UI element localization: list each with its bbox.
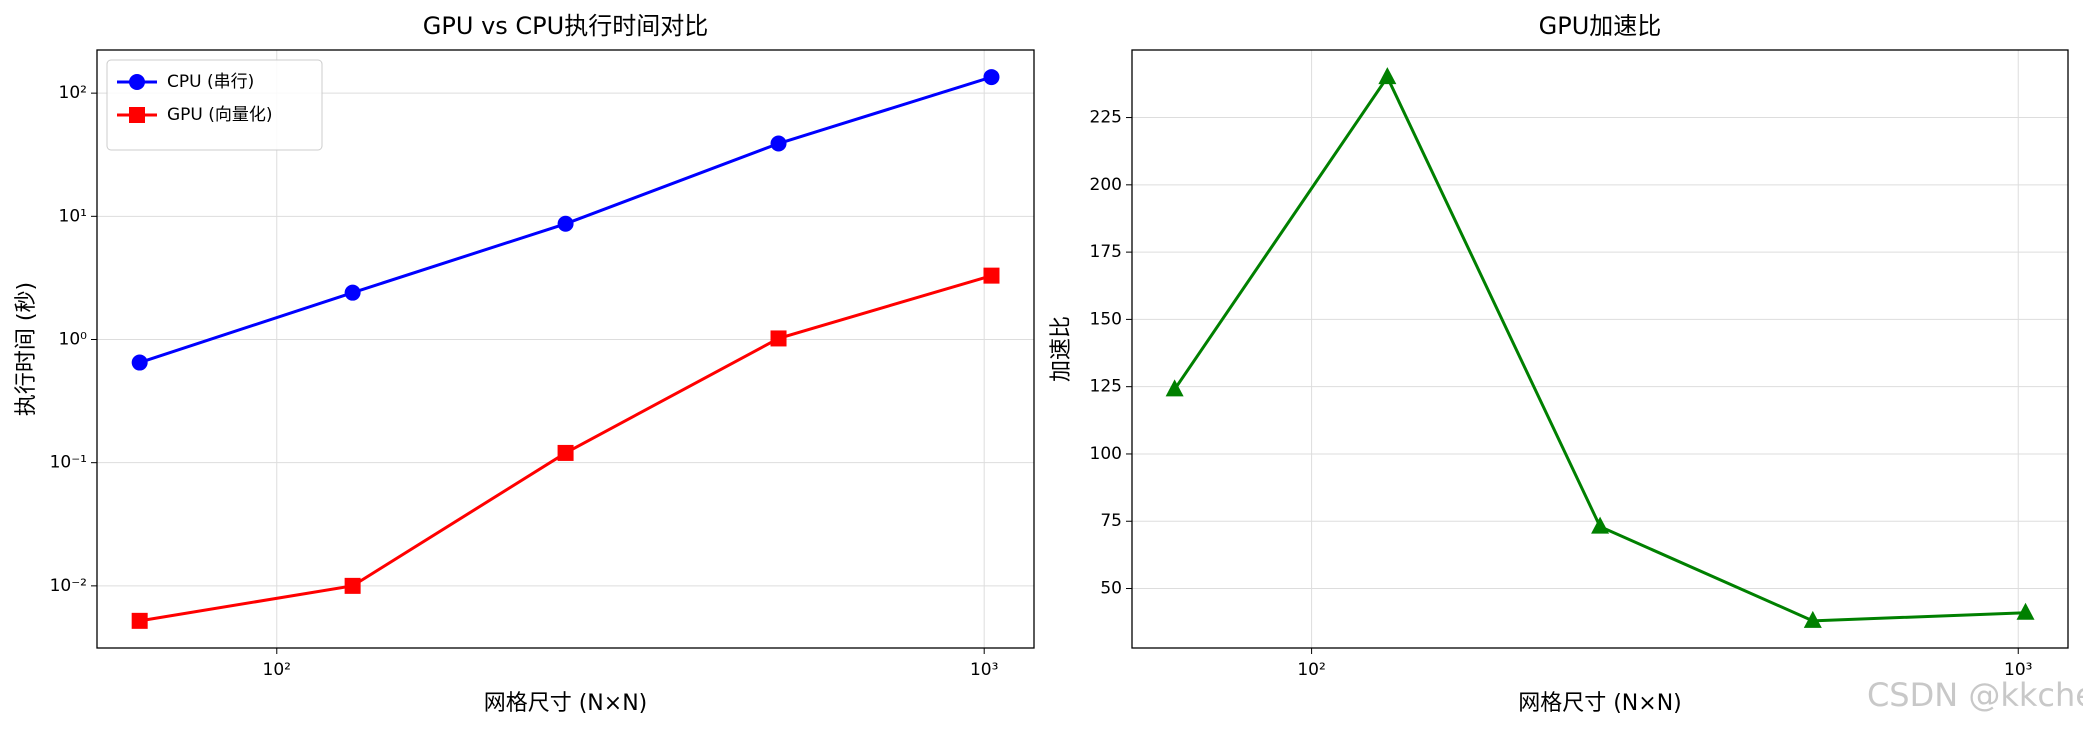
marker [2016,602,2035,620]
marker [1591,516,1610,534]
marker [770,135,787,152]
y-tick-label: 10² [59,83,87,103]
marker [983,69,1000,86]
marker [983,267,1000,284]
plot-frame [96,49,1035,649]
plot-frame [1131,49,2069,649]
marker [1165,379,1184,397]
legend-label: CPU (串行) [167,72,254,92]
x-tick-label: 10² [263,660,291,680]
legend-label: GPU (向量化) [167,105,273,125]
x-tick-label: 10³ [970,660,998,680]
chart-title: GPU vs CPU执行时间对比 [423,12,708,40]
marker [1378,67,1397,85]
chart-title: GPU加速比 [1539,12,1662,40]
y-tick-label: 200 [1090,175,1122,195]
y-tick-label: 10⁻¹ [50,453,87,473]
marker [131,354,148,371]
y-tick-label: 75 [1100,511,1122,531]
legend-marker [129,74,145,90]
y-tick-label: 10⁰ [59,330,88,350]
x-axis-label: 网格尺寸 (N×N) [1518,691,1682,716]
x-tick-label: 10² [1297,660,1325,680]
watermark: CSDN @kkchenjj [1867,676,2083,714]
series-line [1173,74,2026,623]
marker [344,577,361,594]
marker [770,330,787,347]
y-tick-label: 100 [1090,444,1122,464]
y-tick-label: 10⁻² [50,576,87,596]
y-tick-label: 50 [1100,579,1122,599]
y-tick-label: 225 [1090,108,1122,128]
y-axis-label: 执行时间 (秒) [14,282,39,416]
marker [131,612,148,629]
marker [344,284,361,301]
y-axis-label: 加速比 [1049,316,1074,382]
y-tick-label: 125 [1090,377,1122,397]
legend-box [106,59,323,151]
y-tick-label: 150 [1090,309,1122,329]
x-tick-label: 10³ [2004,660,2032,680]
x-axis-label: 网格尺寸 (N×N) [484,691,648,716]
legend-marker [129,107,145,123]
marker [557,444,574,461]
marker [1803,610,1822,628]
y-tick-label: 175 [1090,242,1122,262]
y-tick-label: 10¹ [59,206,87,226]
marker [557,215,574,232]
